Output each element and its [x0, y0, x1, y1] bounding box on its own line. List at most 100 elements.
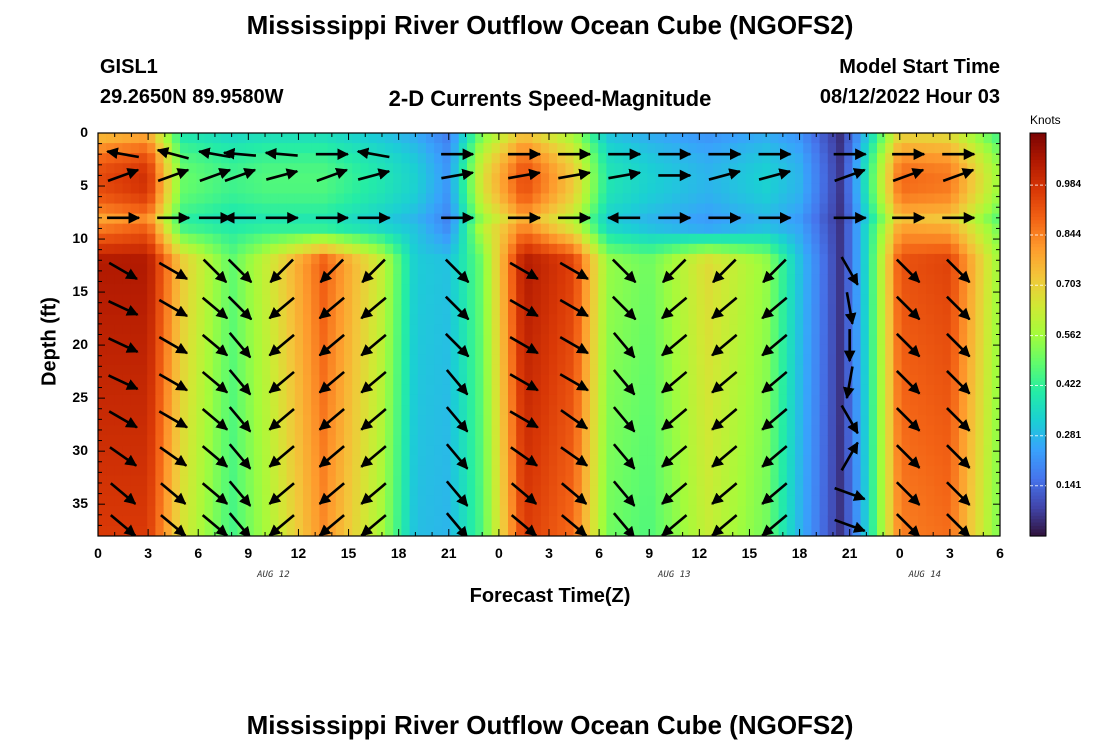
- heatmap-cell: [770, 405, 780, 416]
- heatmap-cell: [704, 505, 714, 517]
- heatmap-cell: [253, 445, 263, 456]
- heatmap-cell: [147, 515, 156, 527]
- heatmap-cell: [942, 193, 952, 205]
- heatmap-cell: [540, 243, 550, 255]
- heatmap-cell: [417, 304, 427, 315]
- heatmap-cell: [704, 163, 714, 174]
- heatmap-cell: [836, 314, 845, 326]
- heatmap-cell: [278, 314, 288, 326]
- heatmap-cell: [442, 425, 452, 436]
- heatmap-cell: [327, 223, 337, 235]
- heatmap-cell: [483, 304, 493, 315]
- heatmap-cell: [262, 314, 271, 326]
- colorbar-segment: [1030, 287, 1046, 292]
- heatmap-cell: [893, 314, 903, 326]
- heatmap-cell: [409, 203, 419, 215]
- heatmap-cell: [327, 525, 337, 536]
- heatmap-cell: [130, 425, 140, 436]
- heatmap-cell: [130, 243, 140, 255]
- heatmap-cell: [409, 143, 419, 154]
- heatmap-cell: [229, 425, 238, 436]
- heatmap-cell: [393, 294, 402, 305]
- heatmap-cell: [696, 163, 706, 174]
- heatmap-cell: [188, 405, 197, 416]
- heatmap-cell: [647, 233, 657, 245]
- heatmap-cell: [335, 515, 345, 527]
- heatmap-cell: [540, 415, 550, 426]
- heatmap-cell: [171, 354, 181, 366]
- heatmap-cell: [286, 133, 296, 144]
- heatmap-cell: [975, 405, 985, 416]
- heatmap-cell: [532, 334, 542, 346]
- heatmap-cell: [885, 505, 894, 517]
- heatmap-cell: [590, 405, 599, 416]
- heatmap-cell: [893, 505, 903, 517]
- heatmap-cell: [786, 344, 796, 356]
- heatmap-cell: [262, 274, 271, 285]
- heatmap-cell: [672, 405, 681, 416]
- heatmap-cell: [409, 405, 419, 416]
- heatmap-cell: [942, 445, 952, 456]
- heatmap-cell: [614, 274, 624, 285]
- heatmap-cell: [417, 405, 427, 416]
- heatmap-cell: [376, 183, 386, 195]
- heatmap-cell: [508, 515, 517, 527]
- heatmap-cell: [557, 153, 566, 164]
- heatmap-cell: [549, 485, 558, 497]
- heatmap-cell: [827, 243, 837, 255]
- heatmap-cell: [983, 163, 993, 174]
- heatmap-cell: [475, 153, 484, 164]
- heatmap-cell: [573, 475, 583, 487]
- heatmap-cell: [598, 465, 607, 477]
- heatmap-cell: [795, 263, 804, 275]
- heatmap-cell: [762, 243, 771, 255]
- heatmap-cell: [516, 304, 525, 315]
- heatmap-cell: [606, 435, 616, 446]
- heatmap-cell: [311, 223, 320, 235]
- heatmap-cell: [868, 334, 878, 346]
- heatmap-cell: [311, 133, 320, 144]
- heatmap-cell: [729, 193, 739, 205]
- heatmap-cell: [762, 485, 771, 497]
- heatmap-cell: [532, 203, 542, 215]
- current-vector-arrow: [758, 168, 792, 181]
- heatmap-cell: [114, 294, 124, 305]
- heatmap-cell: [836, 445, 845, 456]
- heatmap-cell: [975, 495, 985, 507]
- heatmap-cell: [352, 384, 361, 396]
- heatmap-cell: [852, 263, 862, 275]
- heatmap-cell: [622, 203, 632, 215]
- heatmap-cell: [130, 445, 140, 456]
- heatmap-cell: [245, 153, 255, 164]
- heatmap-cell: [532, 263, 542, 275]
- heatmap-cell: [959, 263, 968, 275]
- heatmap-cell: [417, 475, 427, 487]
- heatmap-cell: [877, 133, 886, 144]
- heatmap-cell: [253, 153, 263, 164]
- heatmap-cell: [663, 364, 673, 376]
- heatmap-cell: [508, 163, 517, 174]
- heatmap-cell: [745, 475, 755, 487]
- heatmap-cell: [106, 233, 115, 245]
- heatmap-cell: [696, 143, 706, 154]
- heatmap-cell: [549, 203, 558, 215]
- heatmap-cell: [549, 324, 558, 336]
- heatmap-cell: [622, 263, 632, 275]
- heatmap-cell: [311, 324, 320, 336]
- current-vector-arrow: [445, 369, 469, 396]
- heatmap-cell: [967, 485, 976, 497]
- heatmap-cell: [557, 304, 566, 315]
- heatmap-cell: [549, 455, 558, 467]
- heatmap-cell: [606, 485, 616, 497]
- heatmap-cell: [860, 143, 870, 154]
- heatmap-cell: [114, 223, 124, 235]
- heatmap-cell: [967, 425, 976, 436]
- heatmap-cell: [614, 495, 624, 507]
- chart-title-bottom: Mississippi River Outflow Ocean Cube (NG…: [246, 710, 854, 740]
- heatmap-cell: [942, 465, 952, 477]
- heatmap-cell: [844, 203, 853, 215]
- heatmap-cell: [188, 173, 197, 184]
- heatmap-cell: [983, 324, 993, 336]
- heatmap-cell: [811, 193, 821, 205]
- heatmap-cell: [868, 173, 878, 184]
